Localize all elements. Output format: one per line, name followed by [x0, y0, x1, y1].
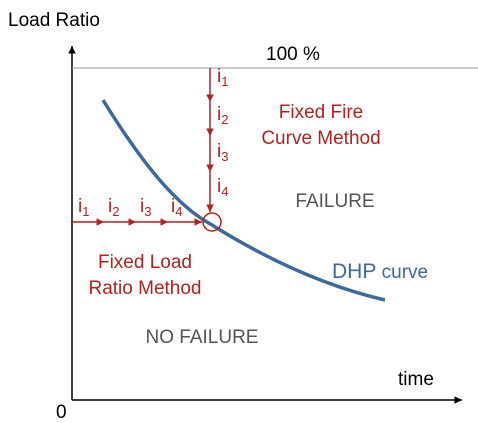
- horizontal-labels: i1 i2 i3 i4: [78, 196, 182, 219]
- step-label: i2: [217, 104, 228, 127]
- region-label: Fixed Fire: [279, 102, 363, 123]
- intersection: [202, 212, 222, 232]
- step-label: i1: [217, 66, 228, 89]
- step-label: i2: [108, 196, 119, 219]
- x-axis-label: time: [398, 369, 434, 390]
- step-label: i3: [140, 196, 151, 219]
- vertical-labels: i1 i2 i3 i4: [217, 66, 228, 199]
- curve-label: DHP curve: [332, 260, 428, 283]
- region-label: NO FAILURE: [146, 327, 259, 348]
- max-label: 100 %: [266, 44, 320, 65]
- step-label: i3: [217, 141, 228, 164]
- dhp-curve: [101, 99, 386, 302]
- step-label: i4: [171, 196, 182, 219]
- origin-label: 0: [56, 402, 67, 423]
- region-label: Fixed Load: [98, 252, 192, 273]
- region-label: FAILURE: [295, 191, 374, 212]
- step-label: i4: [217, 176, 228, 199]
- region-label: Ratio Method: [88, 278, 201, 299]
- y-axis-label: Load Ratio: [8, 10, 100, 31]
- step-label: i1: [78, 196, 89, 219]
- region-label: Curve Method: [261, 128, 380, 149]
